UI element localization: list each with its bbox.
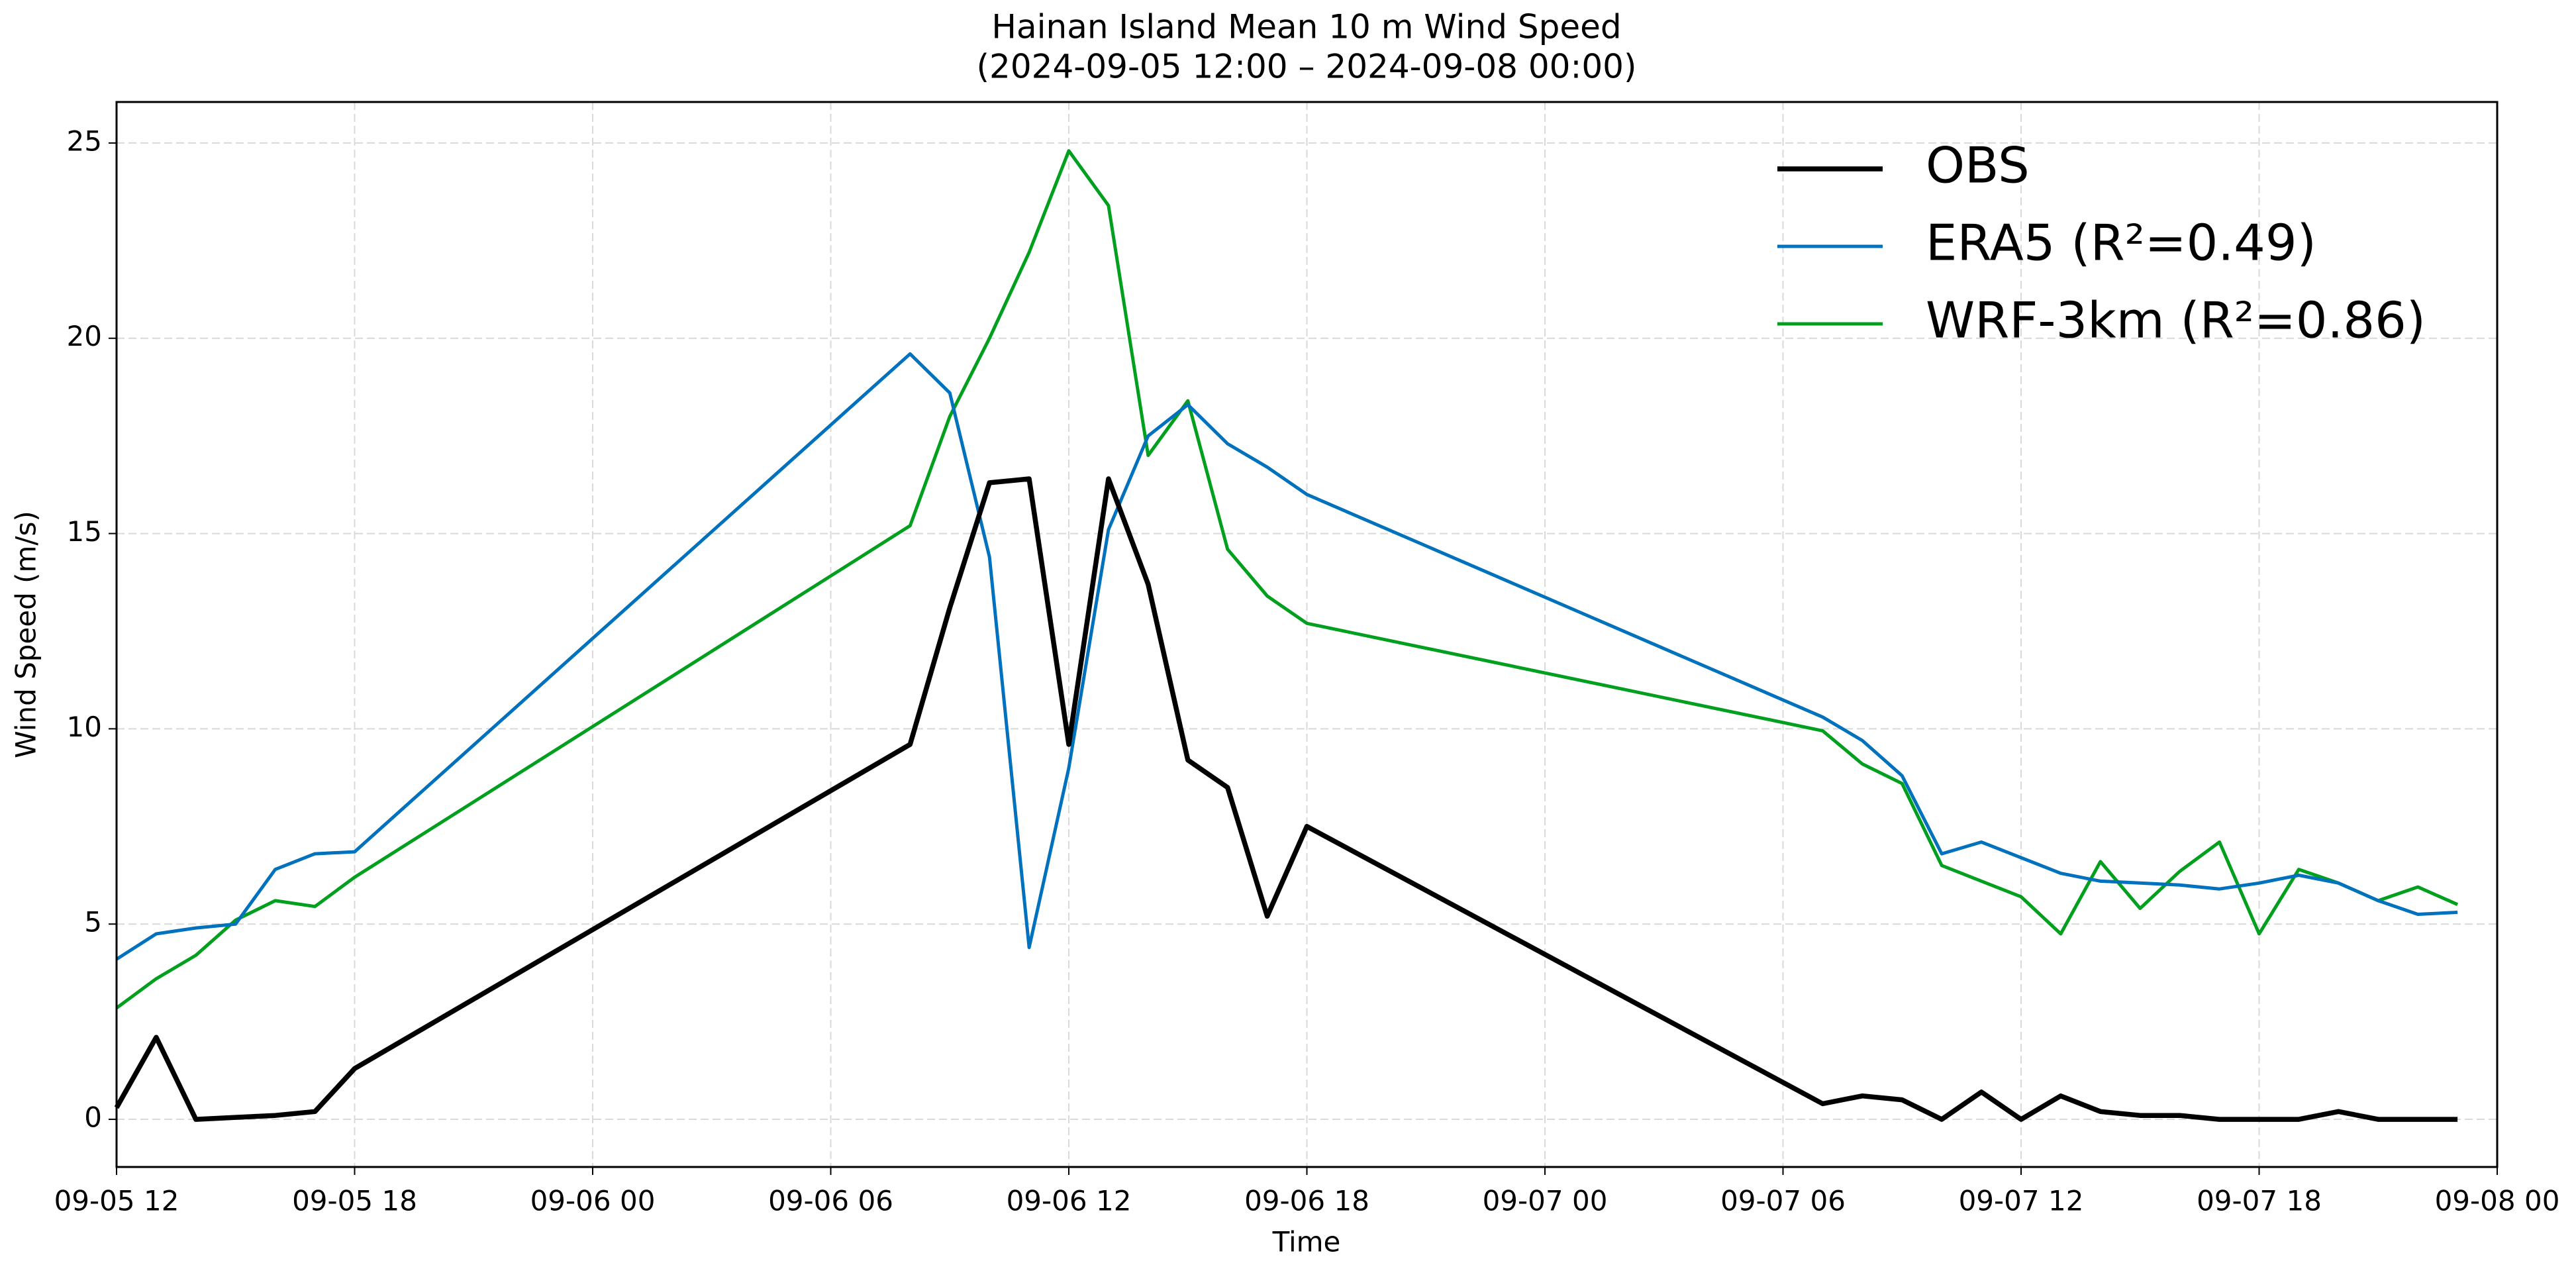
x-tick-label: 09-07 18 [2197, 1185, 2322, 1217]
y-tick-label: 25 [67, 125, 102, 157]
x-tick-label: 09-05 12 [54, 1185, 179, 1217]
x-tick-label: 09-06 12 [1007, 1185, 1132, 1217]
series-line [114, 476, 2458, 1122]
x-tick-label: 09-06 18 [1244, 1185, 1369, 1217]
x-axis-label: Time [1272, 1226, 1341, 1258]
y-tick-label: 0 [84, 1101, 102, 1134]
x-tick-label: 09-07 00 [1483, 1185, 1608, 1217]
x-tick-label: 09-06 06 [768, 1185, 893, 1217]
x-tick-label: 09-07 12 [1959, 1185, 2084, 1217]
series-line [115, 149, 2459, 1010]
y-tick-label: 20 [67, 320, 102, 352]
x-tick-label: 09-07 06 [1720, 1185, 1846, 1217]
legend-label: OBS [1926, 136, 2030, 195]
y-tick-label: 10 [67, 711, 102, 743]
legend-label: WRF-3km (R²=0.86) [1926, 291, 2426, 350]
legend-label: ERA5 (R²=0.49) [1926, 214, 2316, 272]
x-tick-label: 09-06 00 [530, 1185, 656, 1217]
x-tick-label: 09-05 18 [292, 1185, 417, 1217]
plot-frame [115, 101, 2499, 1168]
y-tick-label: 15 [67, 515, 102, 548]
x-tick-label: 09-08 00 [2435, 1185, 2560, 1217]
y-axis-label: Wind Speed (m/s) [10, 511, 42, 758]
series-line [115, 352, 2458, 961]
chart-title: Hainan Island Mean 10 m Wind Speed [991, 8, 1621, 46]
y-tick-label: 5 [84, 906, 102, 938]
chart-subtitle: (2024-09-05 12:00 – 2024-09-08 00:00) [977, 48, 1637, 86]
